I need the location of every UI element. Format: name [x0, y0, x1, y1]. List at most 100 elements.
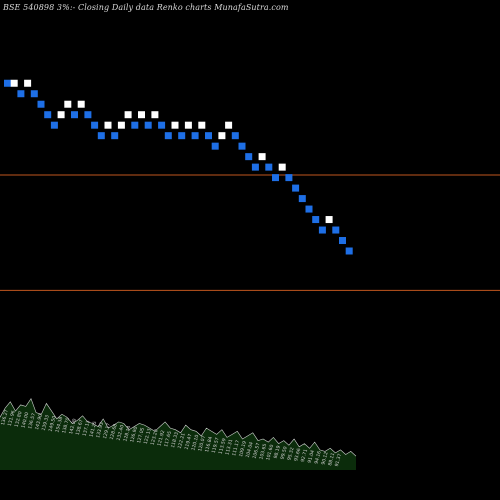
- volume-label: 137.13: [82, 420, 92, 437]
- volume-label: 116.84: [204, 436, 214, 453]
- renko-brick-down: [164, 132, 172, 140]
- renko-brick-down: [251, 163, 259, 171]
- renko-brick-down: [245, 153, 253, 161]
- renko-brick-down: [211, 142, 219, 150]
- renko-brick-up: [124, 111, 132, 119]
- renko-brick-down: [84, 111, 92, 119]
- renko-brick-down: [285, 174, 293, 182]
- renko-brick-down: [30, 90, 38, 98]
- renko-brick-up: [218, 132, 226, 140]
- volume-label: 120.10: [190, 434, 200, 451]
- renko-brick-up: [117, 121, 125, 129]
- volume-label: 142.00: [68, 418, 78, 435]
- volume-label: 149.50: [48, 415, 58, 432]
- volume-label: 139.33: [41, 414, 51, 431]
- reference-lines: [0, 174, 500, 291]
- renko-brick-down: [305, 205, 313, 213]
- volume-label: 91.37: [334, 453, 343, 467]
- renko-brick-up: [184, 121, 192, 129]
- volume-label: 128.68: [109, 423, 119, 440]
- renko-brick-down: [318, 226, 326, 234]
- renko-brick-down: [71, 111, 78, 119]
- volume-label: 126.90: [129, 426, 139, 443]
- volume-fill: [0, 398, 356, 470]
- volume-label: 136.27: [0, 409, 10, 426]
- volume-label: 138.70: [61, 417, 71, 434]
- renko-brick-down: [50, 121, 58, 129]
- volume-label: 101.60: [265, 444, 275, 461]
- volume-label: 129.17: [102, 422, 112, 439]
- renko-brick-down: [37, 100, 45, 108]
- volume-label: 90.12: [320, 451, 329, 465]
- renko-brick-down: [44, 111, 52, 119]
- volume-label: 122.13: [143, 428, 153, 445]
- renko-brick-down: [144, 121, 152, 129]
- renko-brick-down: [97, 132, 105, 140]
- volume-label: 132.40: [116, 424, 126, 441]
- volume-label: 113.31: [224, 439, 234, 456]
- volume-label: 92.71: [300, 448, 309, 462]
- renko-brick-down: [158, 121, 166, 129]
- volume-label: 143.90: [34, 413, 44, 430]
- renko-brick-up: [278, 163, 286, 171]
- volume-label: 88.11: [327, 452, 336, 466]
- volume-label: 123.20: [150, 429, 160, 446]
- renko-brick-down: [298, 195, 306, 203]
- renko-brick-up: [225, 121, 233, 129]
- renko-brick-up: [24, 79, 32, 87]
- renko-brick-down: [231, 132, 239, 140]
- chart-title: BSE 540898 3%:- Closing Daily data Renko…: [3, 3, 289, 12]
- volume-label: 98.19: [273, 445, 282, 459]
- renko-brick-down: [312, 216, 320, 224]
- volume-label: 91.04: [307, 449, 316, 463]
- volume-label: 95.32: [286, 447, 295, 461]
- volume-label: 128.14: [122, 425, 132, 442]
- renko-brick-up: [198, 121, 206, 129]
- volume-label: 103.65: [258, 443, 268, 460]
- renko-bricks: [4, 79, 353, 255]
- volume-label: 127.05: [136, 427, 146, 444]
- volume-label: 119.57: [211, 437, 221, 454]
- volume-label: 93.66: [293, 448, 302, 462]
- volume-label: 133.93: [95, 421, 105, 438]
- volume-label: 121.92: [156, 430, 166, 447]
- volume-label: 104.04: [245, 441, 255, 458]
- renko-brick-down: [332, 226, 340, 234]
- renko-brick-up: [104, 121, 112, 129]
- renko-brick-up: [258, 153, 266, 161]
- renko-brick-down: [265, 163, 273, 171]
- volume-label: 119.47: [184, 433, 194, 450]
- renko-brick-down: [111, 132, 119, 140]
- renko-brick-down: [91, 121, 99, 129]
- renko-brick-up: [151, 111, 159, 119]
- volume-label: 132.80: [14, 411, 24, 428]
- volume-label: 117.65: [163, 430, 173, 447]
- volume-area: [0, 398, 357, 470]
- renko-brick-down: [292, 184, 300, 192]
- volume-label: 109.19: [238, 440, 248, 457]
- volume-label: 94.16: [314, 450, 323, 464]
- volume-label: 111.17: [231, 439, 241, 456]
- volume-label: 122.21: [177, 432, 187, 449]
- renko-brick-up: [10, 79, 18, 87]
- volume-label: 154.38: [54, 416, 64, 433]
- volume-label: 140.00: [20, 412, 30, 429]
- volume-label: 106.57: [252, 442, 262, 459]
- volume-label: 120.07: [197, 435, 207, 452]
- renko-brick-down: [339, 237, 346, 245]
- renko-brick-down: [191, 132, 199, 140]
- volume-label: 118.33: [170, 431, 180, 448]
- volume-label: 99.50: [280, 446, 289, 460]
- renko-brick-up: [57, 111, 65, 119]
- volume-label: 136.57: [27, 412, 37, 429]
- renko-brick-down: [131, 121, 139, 129]
- renko-brick-down: [272, 174, 279, 182]
- renko-brick-up: [171, 121, 179, 129]
- renko-brick-down: [238, 142, 246, 150]
- volume-label: 138.67: [75, 419, 85, 436]
- volume-label: 131.96: [7, 410, 17, 427]
- renko-brick-down: [178, 132, 186, 140]
- renko-brick-down: [4, 79, 11, 87]
- renko-brick-up: [77, 100, 85, 108]
